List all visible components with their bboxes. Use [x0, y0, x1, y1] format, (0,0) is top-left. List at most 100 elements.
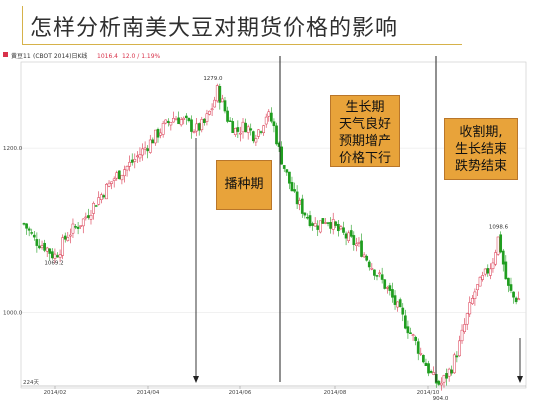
- candle-up: [174, 118, 178, 121]
- candle-up: [110, 181, 113, 184]
- candle-up: [339, 226, 343, 230]
- candle-up: [517, 298, 521, 301]
- harvest-line-0: 收割期,: [459, 125, 503, 140]
- instrument-code: (CBOT 2014)日K线: [33, 52, 87, 60]
- candle-up: [221, 98, 224, 103]
- candle-up: [331, 219, 335, 230]
- candle-down: [43, 242, 46, 251]
- candle-up: [179, 119, 183, 126]
- candle-up: [89, 215, 93, 220]
- candle-down: [336, 224, 340, 232]
- candle-up: [123, 169, 126, 177]
- candle-down: [300, 198, 304, 214]
- candle-down: [352, 235, 356, 245]
- candle-down: [102, 195, 106, 198]
- candle-down: [251, 131, 255, 142]
- candle-up: [473, 291, 477, 300]
- candle-up: [81, 218, 85, 227]
- candle-up: [61, 237, 64, 256]
- candle-down: [288, 171, 291, 184]
- candle-down: [512, 291, 515, 298]
- candle-down: [87, 215, 90, 218]
- candle-up: [257, 129, 260, 137]
- candle-up: [69, 234, 72, 237]
- candle-down: [499, 234, 503, 253]
- candle-up: [267, 111, 271, 117]
- candle-up: [378, 272, 381, 275]
- candle-down: [342, 227, 345, 233]
- candle-up: [254, 138, 258, 143]
- candle-up: [195, 123, 198, 132]
- plot-frame: [20, 61, 527, 389]
- candle-up: [470, 298, 474, 304]
- candle-down: [427, 363, 430, 374]
- candle-up: [66, 237, 70, 241]
- candle-up: [481, 275, 484, 280]
- candle-up: [491, 262, 495, 269]
- candle-up: [154, 129, 157, 144]
- price-extreme-label: 1098.6: [489, 224, 509, 230]
- candle-up: [58, 254, 62, 258]
- candle-up: [313, 223, 317, 227]
- candle-up: [264, 116, 268, 125]
- candle-down: [290, 182, 294, 192]
- labels-layer: 1069.2 1279.0 904.0 1098.6: [44, 76, 509, 402]
- candle-up: [452, 354, 456, 374]
- candle-down: [203, 118, 206, 123]
- candle-up: [324, 222, 327, 224]
- candle-up: [159, 132, 162, 136]
- candle-down: [344, 233, 348, 239]
- candle-down: [259, 131, 263, 133]
- y-tick-label: 1200.0: [3, 146, 23, 152]
- candle-up: [53, 253, 57, 259]
- candle-up: [115, 172, 119, 179]
- candle-up: [262, 125, 265, 134]
- candle-down: [373, 269, 376, 276]
- candle-down: [236, 127, 240, 132]
- candle-down: [380, 274, 384, 280]
- candle-down: [311, 223, 314, 226]
- candle-up: [465, 313, 469, 325]
- candle-down: [275, 125, 278, 145]
- candle-down: [365, 255, 369, 261]
- candle-down: [306, 216, 309, 219]
- candle-up: [148, 139, 152, 153]
- candle-up: [213, 99, 217, 108]
- candle-down: [249, 128, 253, 131]
- candle-down: [50, 251, 54, 259]
- candle-down: [74, 226, 77, 228]
- candle-down: [228, 120, 232, 122]
- candle-down: [270, 112, 273, 122]
- candle-up: [40, 245, 44, 248]
- candle-up: [208, 110, 211, 115]
- period-label: 224天: [23, 379, 39, 386]
- candle-up: [71, 223, 75, 234]
- candle-down: [63, 235, 67, 240]
- candle-up: [210, 108, 214, 111]
- candle-down: [398, 299, 402, 308]
- candle-up: [483, 268, 487, 275]
- candle-up: [476, 284, 479, 291]
- candle-down: [509, 284, 513, 291]
- last-price: 1016.4: [97, 53, 118, 60]
- y-tick-label: 1000.0: [3, 310, 23, 316]
- candle-down: [218, 86, 222, 103]
- candle-down: [303, 212, 307, 216]
- end-marker-arrow-icon: [517, 376, 523, 383]
- candle-up: [241, 121, 245, 133]
- candle-down: [349, 230, 353, 237]
- candle-down: [272, 121, 276, 127]
- candle-up: [141, 148, 144, 156]
- harvest-line-1: 生长结束: [454, 142, 507, 157]
- candle-down: [30, 232, 34, 234]
- candle-up: [128, 161, 131, 167]
- candle-up: [447, 368, 451, 377]
- candle-up: [298, 200, 302, 205]
- candle-up: [468, 302, 472, 315]
- candle-down: [406, 326, 410, 334]
- candle-down: [35, 239, 39, 246]
- planting-marker-arrow-icon: [193, 376, 199, 383]
- planting-phase-annotation: 播种期: [216, 160, 272, 210]
- title-accent-underline: [22, 44, 462, 45]
- candle-up: [396, 301, 399, 308]
